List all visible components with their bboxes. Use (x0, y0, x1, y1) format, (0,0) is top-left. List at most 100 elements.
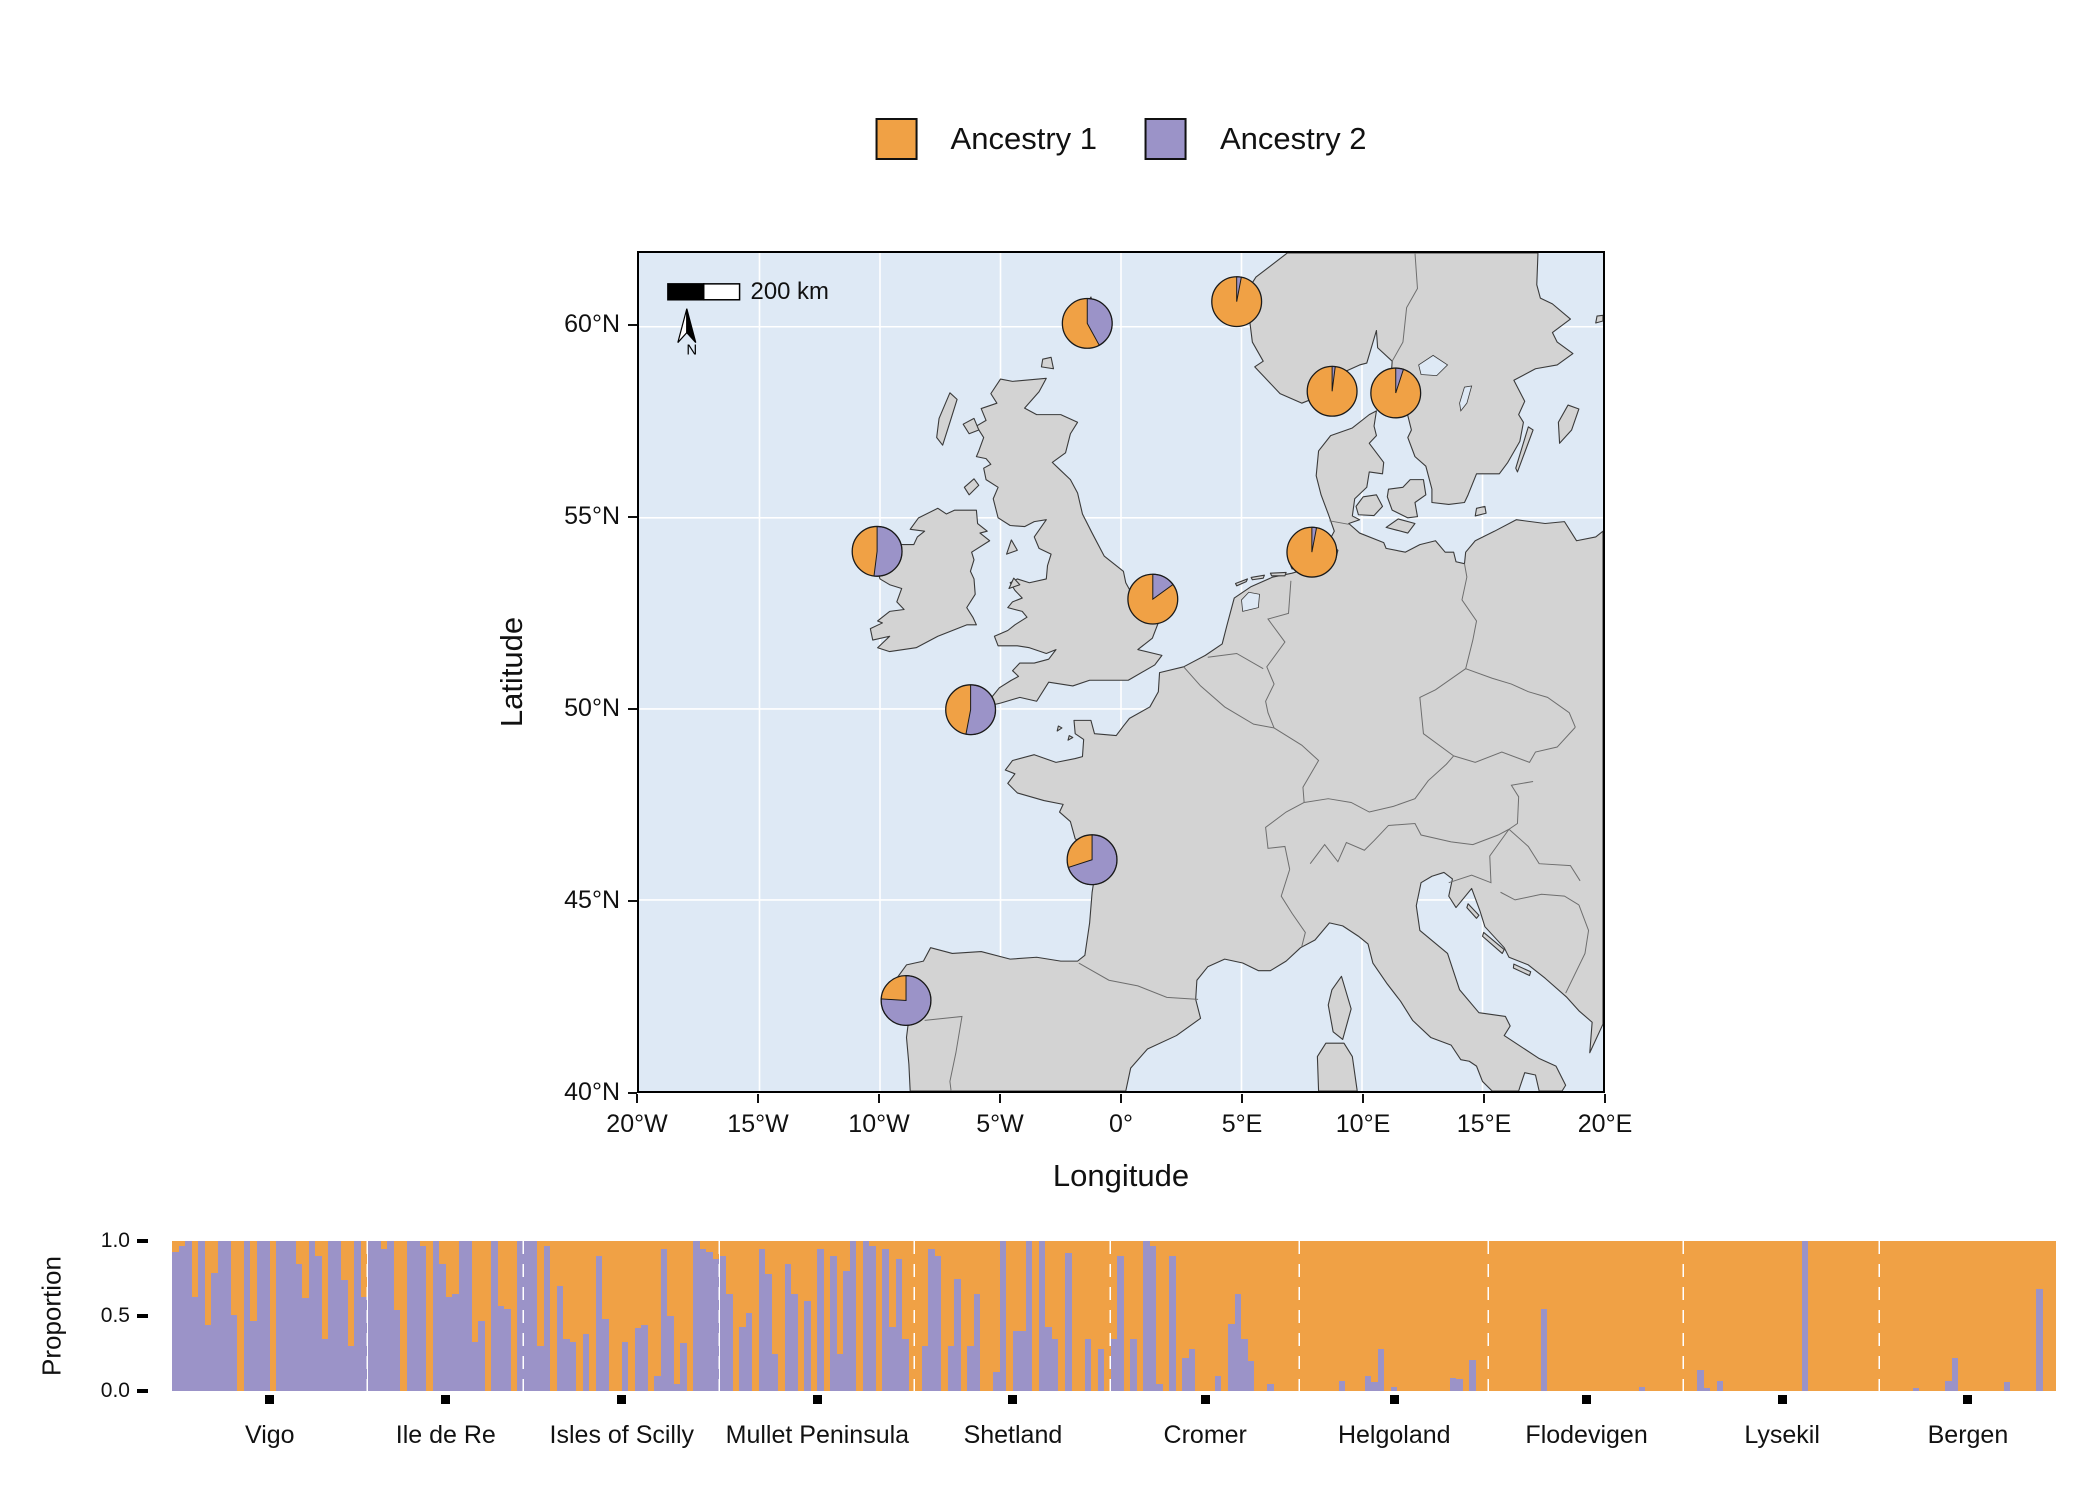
landmass (1385, 518, 1416, 534)
individual-bar (986, 1241, 994, 1391)
ancestry2-segment (1084, 1338, 1092, 1391)
proportion-tick (137, 1389, 148, 1393)
individual-bar (347, 1241, 355, 1391)
lake (1418, 354, 1449, 377)
individual-bar (334, 1241, 342, 1391)
map-x-tick (1241, 1094, 1243, 1103)
ancestry2-segment (830, 1256, 837, 1391)
ancestry2-segment (1117, 1256, 1124, 1391)
ancestry2-segment (1945, 1380, 1952, 1391)
ancestry2-segment (667, 1316, 674, 1391)
individual-bar (1110, 1241, 1118, 1391)
individual-bar (2016, 1241, 2024, 1391)
individual-bar (439, 1241, 446, 1391)
ancestry2-segment (895, 1259, 903, 1391)
proportion-tick-label: 0.5 (100, 1304, 130, 1327)
individual-bar (1540, 1241, 1548, 1391)
bar-group-axis-cell: Vigo (172, 1395, 368, 1450)
ancestry2-segment (993, 1371, 1000, 1391)
map-pie-lysekil (1370, 367, 1422, 419)
individual-bar (1860, 1241, 1867, 1391)
individual-bar (1840, 1241, 1848, 1391)
individual-bar (367, 1241, 375, 1391)
individual-bar (1097, 1241, 1105, 1391)
individual-bar (1462, 1241, 1470, 1391)
individual-bar (393, 1241, 401, 1391)
ancestry2-segment (2036, 1289, 2043, 1391)
individual-bar (830, 1241, 837, 1391)
landmass (1327, 975, 1352, 1040)
individual-bar (1201, 1241, 1209, 1391)
individual-bar (1886, 1241, 1893, 1391)
individual-bar (1756, 1241, 1763, 1391)
individual-bar (2023, 1241, 2030, 1391)
individual-bar (1534, 1241, 1541, 1391)
individual-bar (1032, 1241, 1039, 1391)
ancestry2-segment (374, 1241, 381, 1391)
individual-bar (1788, 1241, 1796, 1391)
individual-bar (1586, 1241, 1594, 1391)
landmass (1067, 735, 1074, 741)
individual-bar (1997, 1241, 2004, 1391)
individual-bar (1195, 1241, 1202, 1391)
landmass (896, 410, 1603, 1091)
individual-bar (1214, 1241, 1222, 1391)
legend-item-ancestry2: Ancestry 2 (1145, 118, 1366, 160)
ancestry2-segment (849, 1241, 857, 1391)
individual-bar (1182, 1241, 1189, 1391)
individual-bar (419, 1241, 427, 1391)
map-x-tick (1362, 1094, 1364, 1103)
ancestry2-segment (1638, 1386, 1646, 1391)
individual-bar (1912, 1241, 1920, 1391)
individual-bar (778, 1241, 785, 1391)
individual-bar (1319, 1241, 1326, 1391)
individual-bar (1436, 1241, 1444, 1391)
ancestry2-segment (902, 1338, 909, 1391)
ancestry2-segment (406, 1241, 414, 1391)
individual-bar (445, 1241, 453, 1391)
individual-bar (1130, 1241, 1137, 1391)
ancestry2-segment (1449, 1377, 1457, 1391)
individual-bar (497, 1241, 505, 1391)
individual-bar (360, 1241, 368, 1391)
north-arrow-icon: N (677, 308, 697, 359)
individual-bar (478, 1241, 485, 1391)
individual-bar (2036, 1241, 2043, 1391)
map-y-tick (628, 1092, 637, 1094)
ancestry2-segment (719, 1256, 727, 1391)
map-y-axis-title: Latitude (494, 616, 529, 728)
ancestry2-segment (452, 1293, 459, 1391)
individual-bar (856, 1241, 863, 1391)
ancestry2-segment (1156, 1383, 1163, 1391)
individual-bar (524, 1241, 531, 1391)
group-label-ile-de-re: Ile de Re (395, 1421, 496, 1449)
ancestry2-segment (250, 1320, 257, 1391)
individual-bar (1345, 1241, 1352, 1391)
map-y-tick-label: 50°N (564, 694, 620, 723)
map-x-tick (878, 1094, 880, 1103)
bar-group-axis-cell: Lysekil (1684, 1395, 1880, 1450)
ancestry2-segment (745, 1313, 753, 1391)
individual-bar (1169, 1241, 1176, 1391)
landmass (1515, 426, 1534, 473)
bar-group-axis-cell: Isles of Scilly (524, 1395, 720, 1450)
ancestry2-segment (1801, 1241, 1809, 1391)
ancestry2-segment (537, 1346, 544, 1391)
europe-map: 200 km N (639, 253, 1603, 1091)
ancestry2-segment (1697, 1370, 1704, 1391)
ancestry2-segment (1130, 1338, 1137, 1391)
individual-bar (1769, 1241, 1776, 1391)
ancestry2-segment (1703, 1388, 1711, 1391)
ancestry2-segment (328, 1241, 335, 1391)
bar-group-cromer (1110, 1241, 1300, 1391)
individual-bar (686, 1241, 694, 1391)
individual-bar (667, 1241, 674, 1391)
country-border (1500, 891, 1580, 906)
ancestry2-segment (530, 1241, 538, 1391)
bar-group-axis-cell: Cromer (1111, 1395, 1300, 1450)
individual-bar (1638, 1241, 1646, 1391)
ancestry2-segment (439, 1263, 446, 1391)
individual-bar (934, 1241, 942, 1391)
map-pie-helgoland (1286, 526, 1338, 578)
individual-bar (269, 1241, 277, 1391)
